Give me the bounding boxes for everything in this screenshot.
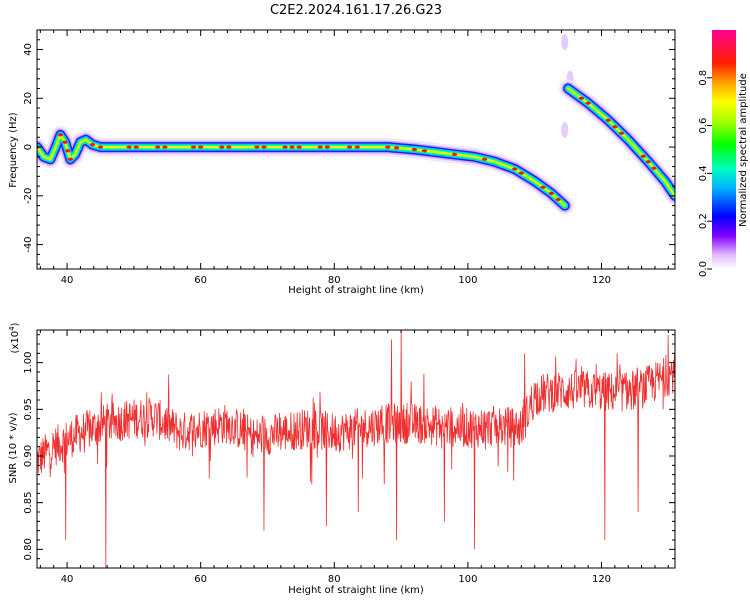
track-1-hotspot xyxy=(540,185,546,189)
track-1-hotspot xyxy=(555,197,561,202)
track-1-hotspot xyxy=(65,149,71,153)
track-1-hotspot xyxy=(67,157,74,161)
snr-frame xyxy=(36,329,676,569)
track-1-hotspot xyxy=(126,145,132,149)
figure-title: C2E2.2024.161.17.26.G23 xyxy=(270,3,442,18)
snr-panel: 40 60 80 100 120 0.80 0.85 0.90 0.95 1.00 Height … xyxy=(8,322,676,596)
track-1-hotspot xyxy=(162,145,168,149)
track-1-hotspot xyxy=(518,171,524,175)
track-1-hotspot xyxy=(289,145,295,149)
track-1-hotspot xyxy=(133,145,139,149)
track-1-hotspot xyxy=(346,145,353,149)
colorbar-tick-label: 0.2 xyxy=(698,213,709,229)
track-1-hotspot xyxy=(482,157,488,161)
track-1-hotspot xyxy=(97,145,104,149)
faint-blob-1 xyxy=(561,121,569,138)
track-2-hotspot xyxy=(578,96,585,100)
snr-y-tick-label: 0.90 xyxy=(23,445,34,467)
spectrogram-x-tick-label: 40 xyxy=(61,275,74,286)
snr-x-axis-label: Height of straight line (km) xyxy=(288,585,424,596)
track-2-hotspot xyxy=(618,131,625,135)
track-1-hotspot xyxy=(261,145,267,149)
colorbar-tick-label: 0.6 xyxy=(698,118,709,134)
track-1-hotspot xyxy=(198,145,204,149)
track-1-hotspot xyxy=(282,145,288,149)
snr-scale-note: (x104) xyxy=(8,322,21,353)
track-1-hotspot xyxy=(57,133,63,137)
snr-y-tick-label: 0.85 xyxy=(23,492,34,514)
track-2-hotspot xyxy=(651,166,657,170)
track-2-hotspot xyxy=(640,154,646,158)
colorbar-tick-label: 0.0 xyxy=(698,261,709,277)
snr-y-axis-label: SNR (10 * v/v) xyxy=(8,412,19,483)
track-1-hotspot xyxy=(411,147,418,152)
snr-x-tick-label: 40 xyxy=(61,574,74,585)
track-1-hotspot xyxy=(451,152,458,156)
snr-x-tick-label: 60 xyxy=(194,574,207,585)
track-1-hotspot xyxy=(190,145,197,149)
snr-y-tick-label: 0.80 xyxy=(23,538,34,560)
snr-y-tick-label: 1.00 xyxy=(23,352,34,374)
track-1-hotspot xyxy=(421,149,428,153)
track-1-layer-5 xyxy=(37,133,567,207)
faint-blob-0 xyxy=(561,34,569,51)
snr-x-tick-label: 100 xyxy=(458,574,477,585)
track-1-hotspot xyxy=(89,143,96,147)
snr-x-tick-label: 80 xyxy=(328,574,341,585)
track-1-hotspot xyxy=(394,146,400,150)
spectrogram-panel: 40 60 80 100 120 -40 -20 0 20 40 Height of straig… xyxy=(8,29,676,296)
track-2-hotspot xyxy=(605,118,611,122)
track-1-hotspot xyxy=(354,145,360,149)
track-1-hotspot xyxy=(62,140,68,144)
spectrogram-y-tick-label: -20 xyxy=(23,188,34,204)
spectrogram-x-tick-label: 120 xyxy=(592,275,611,286)
track-2-hotspot xyxy=(612,125,618,129)
spectrogram-x-tick-label: 60 xyxy=(194,275,207,286)
track-1-hotspot xyxy=(254,145,260,149)
track-1-hotspot xyxy=(385,145,391,149)
track-2-hotspot xyxy=(645,160,651,164)
colorbar-tick-label: 0.4 xyxy=(698,165,709,181)
spectrogram-y-tick-label: 20 xyxy=(23,92,34,105)
track-1-hotspot xyxy=(155,145,161,149)
spectrogram-x-tick-label: 80 xyxy=(328,275,341,286)
spectrogram-frame xyxy=(36,29,676,270)
spectrogram-y-axis-label: Frequency (Hz) xyxy=(8,112,19,188)
track-1-hotspot xyxy=(512,167,518,171)
snr-y-tick-label: 0.95 xyxy=(23,398,34,420)
track-2-hotspot xyxy=(585,101,591,105)
colorbar: 0.0 0.2 0.4 0.6 0.8 Normalized spectral ampl… xyxy=(698,30,749,277)
spectrogram-x-axis-label: Height of straight line (km) xyxy=(288,285,424,296)
track-1-hotspot xyxy=(317,145,323,149)
snr-series-line xyxy=(37,330,675,568)
spectrogram-y-tick-label: -40 xyxy=(23,236,34,252)
colorbar-tick-label: 0.8 xyxy=(698,70,709,86)
spectrogram-y-tick-label: 0 xyxy=(23,144,34,150)
track-1-hotspot xyxy=(548,191,555,195)
spectrogram-x-tick-label: 100 xyxy=(458,275,477,286)
spectrogram-y-tick-label: 40 xyxy=(23,43,34,56)
track-1-hotspot xyxy=(219,145,225,149)
track-1-layer-4 xyxy=(37,132,568,208)
track-1-hotspot xyxy=(324,145,330,149)
track-1-hotspot xyxy=(226,145,232,149)
track-1-hotspot xyxy=(296,145,302,149)
colorbar-label: Normalized spectral amplitude xyxy=(738,73,749,227)
colorbar-gradient xyxy=(712,30,736,269)
snr-x-tick-label: 120 xyxy=(592,574,611,585)
